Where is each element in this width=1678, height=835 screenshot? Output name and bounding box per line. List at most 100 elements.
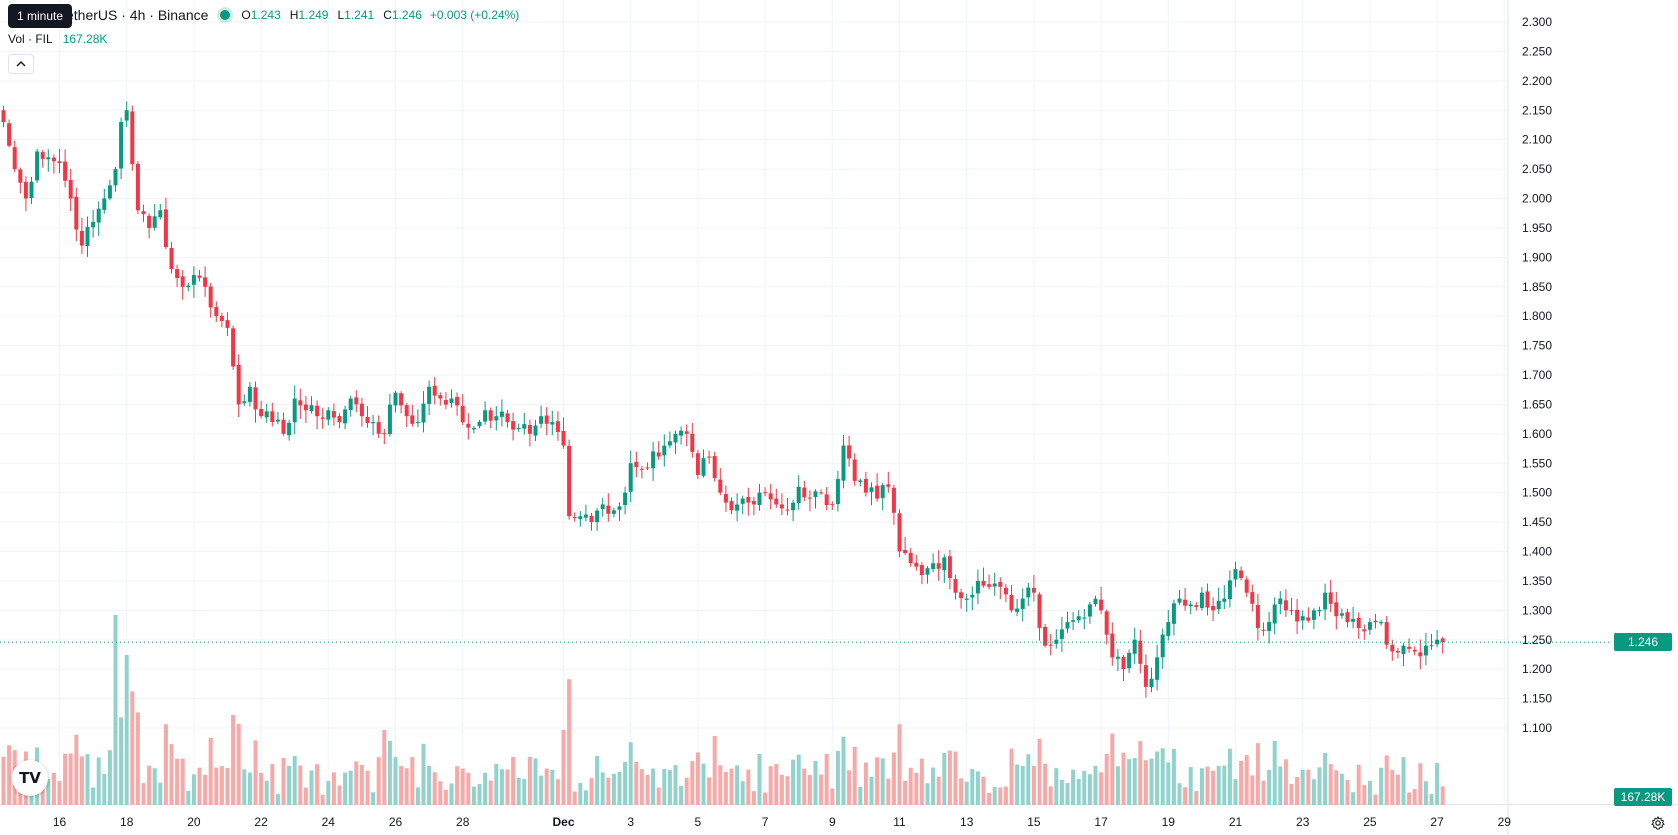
volume-bar [1043,763,1048,805]
candle-body [1255,604,1260,628]
candle-body [679,430,684,436]
volume-bar [1289,783,1294,805]
candle-body [701,458,706,476]
volume-bar [399,766,404,805]
symbol-title[interactable]: etherUS · 4h · Binance [66,7,209,23]
candle-body [1418,652,1423,657]
volume-bar [835,751,840,805]
volume-legend: Vol · FIL 167.28K [8,32,107,46]
volume-bar [539,775,544,805]
volume-bar [662,768,667,805]
candle-body [1278,598,1283,605]
candle-body [1295,609,1300,622]
volume-bar [46,779,51,805]
candle-body [40,152,45,159]
high-label: H [289,8,299,22]
candle-body [1328,592,1333,604]
candle-body [1031,587,1036,593]
candle-body [897,513,902,552]
volume-bar [102,773,107,805]
volume-bar [1334,770,1339,805]
candle-body [611,510,616,514]
volume-bar [516,777,521,805]
volume-bar [533,758,538,805]
interval-tooltip: 1 minute [8,4,73,28]
volume-bar [119,717,124,805]
volume-bar [1379,767,1384,805]
candle-body [91,222,96,228]
volume-bar [259,773,264,805]
candle-body [57,161,62,164]
price-tick-label: 1.650 [1522,397,1552,411]
volume-bar [152,768,157,805]
volume-bars [1,615,1445,805]
candle-body [270,411,275,423]
volume-bar [499,769,504,805]
volume-bar [180,758,185,805]
volume-bar [158,782,163,805]
candle-body [1440,638,1445,643]
volume-bar [376,757,381,805]
volume-bar [1418,763,1423,805]
volume-bar [919,758,924,805]
volume-bar [779,774,784,805]
candle-body [662,445,667,456]
candle-body [1099,599,1104,611]
chart-settings-button[interactable] [1648,813,1668,833]
volume-bar [393,757,398,805]
collapse-legend-button[interactable] [8,54,34,74]
candle-body [1059,629,1064,639]
candle-body [158,210,163,218]
volume-bar [1015,764,1020,805]
candle-body [1306,617,1311,621]
candle-body [471,427,476,430]
volume-bar [488,780,493,805]
time-axis[interactable]: 16 18 20 22 24 26 28 Dec 3 5 7 9 11 13 15 17 19 21 23 25 27 2… [53,815,1511,829]
candle-body [18,169,23,183]
volume-bar [578,783,583,805]
candle-body [690,433,695,452]
volume-bar [135,712,140,805]
volume-bar [7,745,12,805]
candle-body [953,579,958,593]
tradingview-logo-icon[interactable]: TV [12,760,48,796]
candle-body [337,416,342,423]
volume-bar [1121,752,1126,805]
volume-bar [1216,765,1221,805]
last-price-label: 1.246 [1614,633,1672,652]
volume-bar [740,781,745,805]
volume-bar [410,757,415,805]
volume-bar [1429,794,1434,805]
candle-body [1143,665,1148,687]
volume-bar [600,772,605,805]
volume-bar [673,765,678,805]
volume-bar [1160,748,1165,805]
volume-bar [85,754,90,805]
candle-body [51,157,56,162]
candle-body [477,421,482,427]
candle-body [1110,633,1115,658]
volume-bar [522,779,527,805]
time-tick-label: 15 [1027,815,1041,829]
candle-body [315,405,320,417]
candle-body [1379,622,1384,624]
volume-bar [1328,764,1333,805]
candle-body [1166,622,1171,636]
volume-label[interactable]: Vol · FIL [8,32,53,46]
volume-bar [583,790,588,805]
volume-bar [1110,733,1115,805]
candle-body [275,419,280,422]
candle-body [214,307,219,317]
candle-body [1194,605,1199,607]
volume-bar [1104,753,1109,805]
volume-bar [1323,753,1328,805]
volume-bar [908,767,913,805]
candle-body [365,417,370,423]
candle-body [427,386,432,404]
candle-body [1211,606,1216,611]
price-axis[interactable]: 2.300 2.250 2.200 2.150 2.100 2.050 2.000 1.950… [1522,15,1552,735]
volume-bar [1283,759,1288,805]
volume-bar [365,770,370,805]
candle-body [757,492,762,505]
